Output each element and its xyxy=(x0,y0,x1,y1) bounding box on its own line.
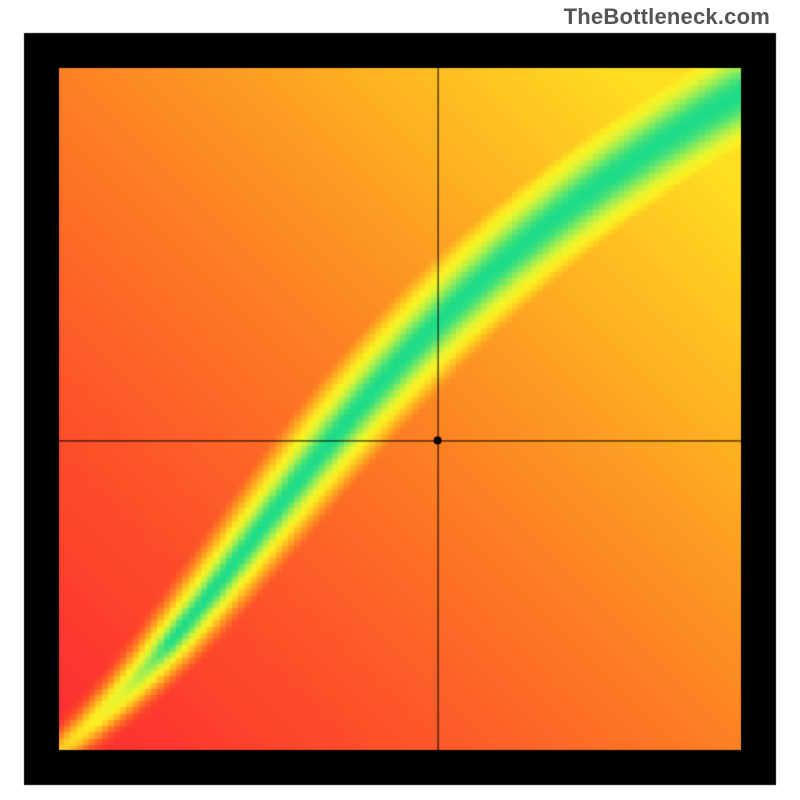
figure-root: TheBottleneck.com xyxy=(0,0,800,800)
watermark-text: TheBottleneck.com xyxy=(564,4,770,30)
heatmap-canvas xyxy=(0,0,800,800)
